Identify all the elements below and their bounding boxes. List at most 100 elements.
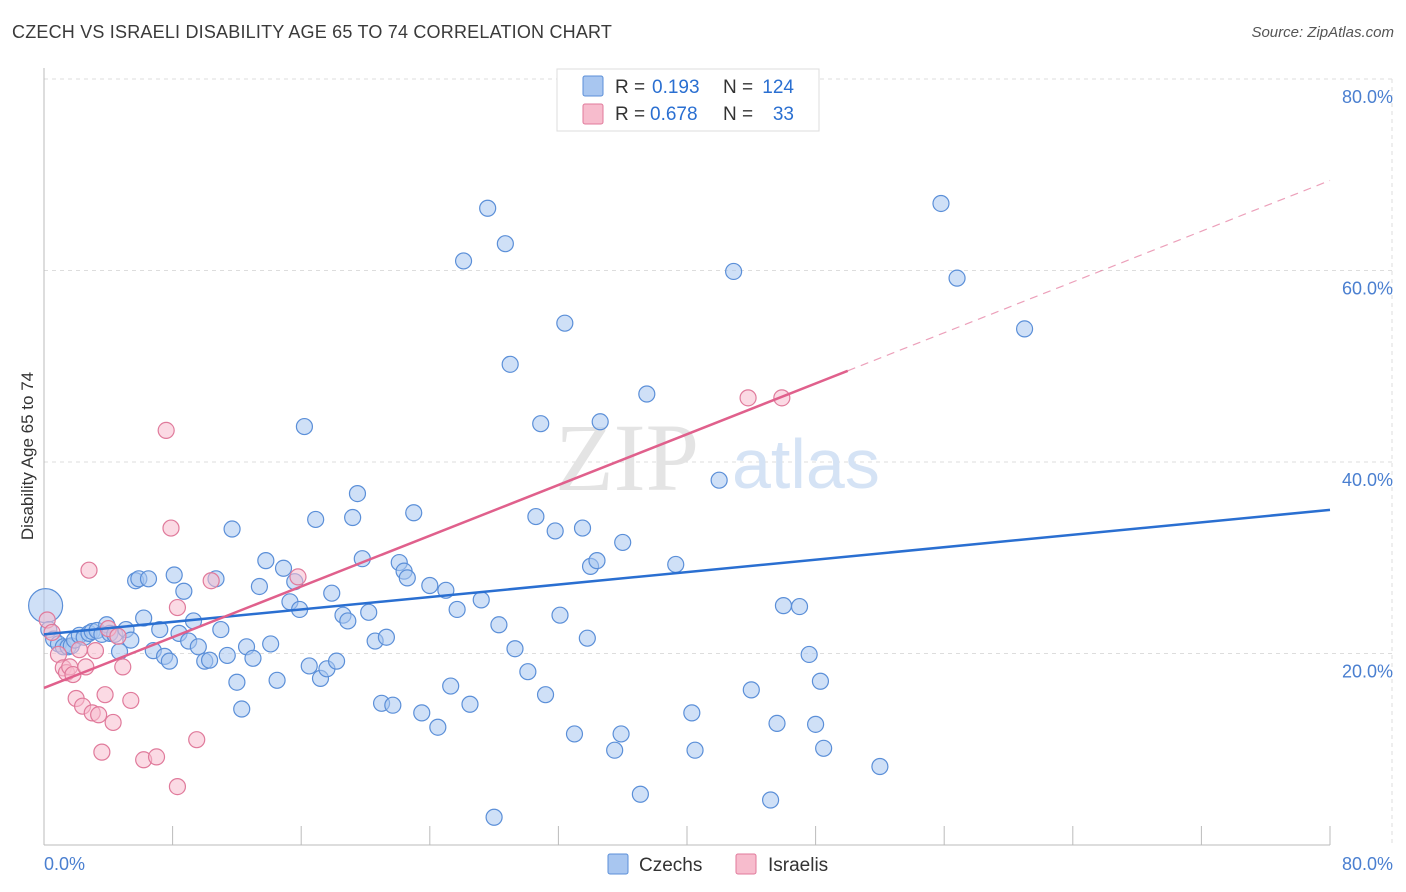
y-axis-title: Disability Age 65 to 74 [18, 372, 37, 540]
israelis-point-19 [109, 627, 127, 645]
czechs-point-112 [761, 791, 780, 809]
czechs-point-35 [200, 651, 219, 669]
legend-czechs-n-value: 124 [762, 77, 794, 98]
czechs-point-110 [725, 262, 743, 281]
czechs-point-104 [631, 785, 649, 803]
israelis-point-25 [162, 519, 180, 537]
czechs-point-77 [442, 677, 460, 695]
czechs-point-85 [496, 235, 514, 253]
legend-bottom-israelis: Israelis [768, 855, 828, 876]
legend-czechs-r-label: R = [615, 77, 645, 98]
y-tick-labels: 20.0% 40.0% 60.0% 80.0% [1342, 87, 1393, 682]
legend-israelis-n-label: N = [723, 104, 753, 125]
y-tick-label-1: 40.0% [1342, 470, 1393, 490]
grid-lines [44, 78, 1393, 845]
czechs-point-90 [532, 415, 550, 433]
czechs-point-74 [421, 576, 439, 595]
legend-bottom-czechs: Czechs [639, 855, 702, 876]
czechs-point-27 [160, 652, 178, 670]
czechs-point-45 [257, 552, 275, 570]
axes [43, 68, 1331, 846]
czechs-point-72 [405, 504, 423, 522]
israelis-point-18 [104, 713, 122, 732]
czechs-point-43 [244, 649, 262, 667]
y-tick-label-3: 80.0% [1342, 87, 1393, 107]
czechs-point-97 [578, 629, 596, 647]
israelis-point-11 [80, 561, 98, 579]
czechs-point-25 [151, 620, 169, 639]
czechs-point-87 [506, 640, 524, 658]
y-tick-label-2: 60.0% [1342, 279, 1393, 299]
czechs-point-118 [811, 672, 830, 690]
czechs-point-54 [307, 510, 325, 529]
israelis-point-13 [86, 642, 105, 660]
czechs-point-40 [228, 673, 246, 691]
israelis-point-15 [93, 743, 111, 761]
legend-israelis-r-label: R = [615, 104, 645, 125]
israelis-point-26 [168, 598, 187, 617]
czechs-trend-line [43, 508, 1331, 636]
watermark-atlas: atlas [732, 425, 880, 503]
czechs-point-94 [556, 314, 574, 332]
czechs-point-91 [536, 686, 555, 704]
israelis-point-21 [122, 691, 140, 710]
czechs-point-79 [454, 252, 473, 270]
czechs-point-22 [135, 609, 153, 627]
legend-bottom-swatch-czechs [607, 853, 629, 875]
legend-israelis-r-value: 0.678 [650, 104, 698, 125]
czechs-point-116 [800, 645, 818, 664]
czechs-point-75 [429, 718, 447, 736]
israelis-point-14 [90, 706, 108, 724]
czechs-point-30 [175, 582, 193, 600]
czechs-point-47 [268, 671, 286, 689]
czechs-point-80 [461, 695, 479, 713]
czechs-point-60 [339, 612, 357, 630]
czechs-point-57 [323, 584, 341, 602]
czechs-point-67 [377, 628, 395, 646]
czechs-point-62 [348, 484, 367, 503]
czechs-point-103 [614, 533, 632, 552]
trend-lines [43, 179, 1331, 690]
czechs-point-117 [806, 715, 825, 733]
czechs-point-64 [360, 603, 378, 621]
x-tick-labels: 0.0% 80.0% [44, 854, 1393, 874]
chart-source: Source: ZipAtlas.com [1251, 24, 1394, 41]
czechs-point-46 [262, 635, 280, 653]
israelis-point-20 [114, 658, 132, 676]
x-tick-label-0: 0.0% [44, 854, 85, 874]
czechs-point-81 [472, 591, 490, 609]
legend-swatch-israelis [582, 103, 604, 125]
czechs-point-48 [274, 559, 293, 577]
israelis-point-29 [202, 572, 220, 590]
czechs-points [28, 194, 1034, 826]
legend-bottom-swatch-israelis [735, 853, 757, 875]
czechs-point-78 [448, 600, 466, 619]
czechs-point-122 [948, 269, 966, 287]
czechs-point-95 [565, 725, 584, 743]
czechs-point-53 [300, 657, 318, 675]
x-tick-label-1: 80.0% [1342, 854, 1393, 874]
czechs-point-109 [710, 471, 728, 489]
israelis-point-24 [157, 421, 175, 440]
czechs-point-37 [212, 620, 230, 639]
legend-swatch-czechs [582, 75, 604, 97]
czechs-point-100 [591, 413, 609, 431]
chart-title: CZECH VS ISRAELI DISABILITY AGE 65 TO 74… [12, 22, 613, 42]
czechs-point-111 [742, 681, 760, 699]
israelis-point-8 [70, 641, 88, 659]
israelis-trend-line [43, 369, 849, 690]
israelis-trend-line-extension [847, 179, 1331, 372]
czechs-point-44 [250, 577, 269, 596]
czechs-point-101 [606, 741, 624, 759]
israelis-point-28 [188, 731, 206, 749]
czechs-point-84 [490, 616, 508, 634]
czechs-point-113 [768, 714, 786, 732]
y-tick-label-0: 20.0% [1342, 662, 1393, 682]
czechs-point-93 [551, 606, 569, 624]
israelis-point-30 [289, 568, 307, 586]
czechs-point-23 [139, 570, 158, 588]
czechs-point-89 [527, 507, 545, 526]
czechs-point-88 [519, 663, 537, 681]
israelis-point-23 [147, 748, 166, 766]
czechs-point-82 [479, 199, 497, 217]
